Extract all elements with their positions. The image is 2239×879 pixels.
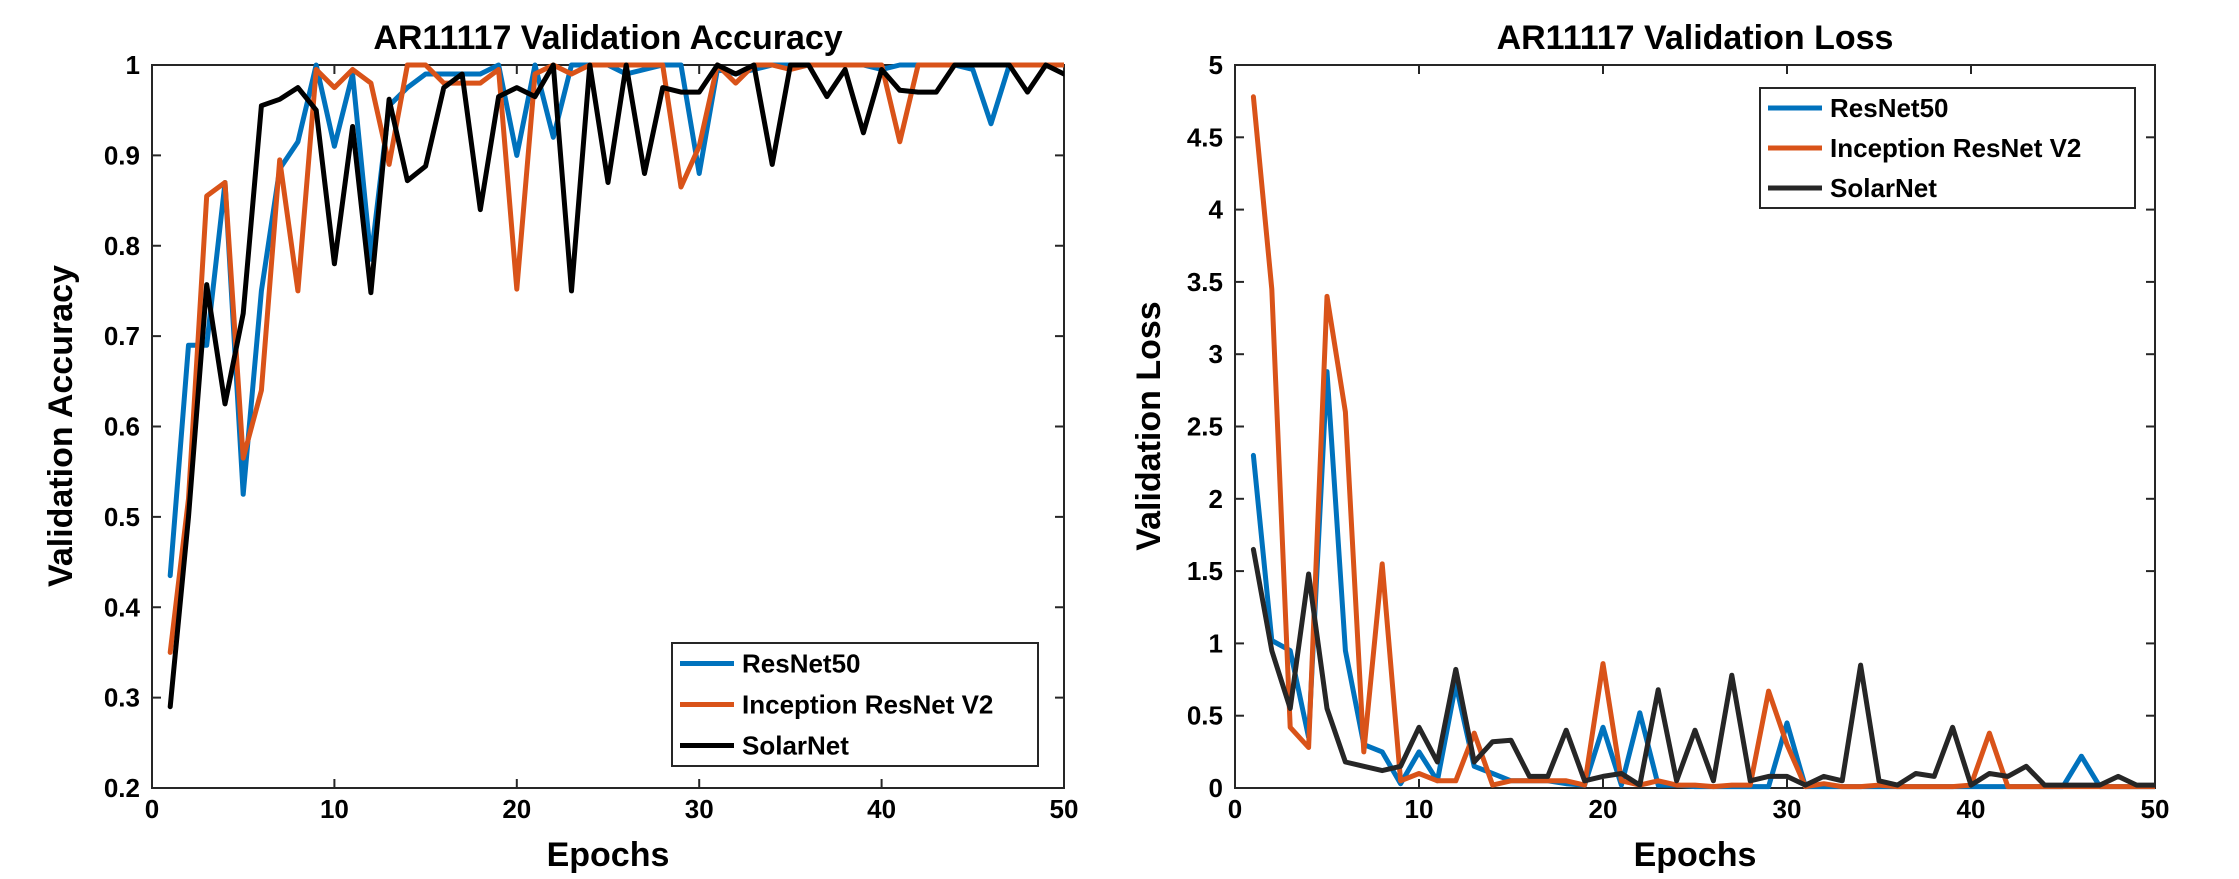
accuracy-chart: AR11117 Validation Accuracy 0 10 20 30 40 50 0.…	[42, 19, 1078, 874]
chart-0-xtick-label: 10	[320, 794, 349, 824]
chart-0-xtick-label: 30	[685, 794, 714, 824]
chart-1-ytick-label: 2.5	[1187, 412, 1223, 442]
chart-0-legend: ResNet50 Inception ResNet V2 SolarNet	[671, 642, 1039, 767]
chart-1-ytick-label: 5	[1209, 50, 1223, 80]
chart-1-ytick-label: 3	[1209, 339, 1223, 369]
chart-0-ytick-label: 0.2	[104, 773, 140, 803]
chart-1-ytick-label: 0.5	[1187, 701, 1223, 731]
chart-0-xtick-label: 0	[145, 794, 159, 824]
chart-1-xtick-label: 20	[1589, 794, 1618, 824]
chart-0-ytick-label: 0.6	[104, 412, 140, 442]
chart-0-ytick-label: 0.9	[104, 140, 140, 170]
chart-0-xtick-label: 40	[867, 794, 896, 824]
chart-1-legend-label: SolarNet	[1830, 173, 1937, 203]
chart-0-ytick-label: 0.3	[104, 683, 140, 713]
chart-1-ytick-label: 1	[1209, 628, 1223, 658]
chart-1-xtick-label: 40	[1957, 794, 1986, 824]
chart-1-xtick-label: 0	[1228, 794, 1242, 824]
chart-0-ytick-label: 0.4	[104, 592, 141, 622]
chart-0-ytick-label: 0.7	[104, 321, 140, 351]
chart-1-legend-label: Inception ResNet V2	[1830, 133, 2081, 163]
chart-0-xtick-label: 50	[1050, 794, 1079, 824]
chart-1-ylabel: Validation Loss	[1130, 301, 1168, 550]
chart-1-legend-label: ResNet50	[1830, 93, 1949, 123]
chart-1-title: AR11117 Validation Loss	[1497, 19, 1894, 57]
chart-1-ytick-label: 2	[1209, 484, 1223, 514]
chart-0-legend-label: ResNet50	[742, 649, 861, 679]
chart-0-xtick-label: 20	[502, 794, 531, 824]
chart-1-legend: ResNet50 Inception ResNet V2 SolarNet	[1759, 87, 2136, 209]
chart-0-title: AR11117 Validation Accuracy	[373, 19, 842, 57]
chart-1-xlabel: Epochs	[1634, 836, 1757, 874]
chart-1-xtick-label: 10	[1405, 794, 1434, 824]
chart-0-ytick-label: 0.8	[104, 231, 140, 261]
chart-0-series-inception-resnet-v2-line	[167, 62, 1064, 655]
chart-1-xtick-label: 30	[1773, 794, 1802, 824]
chart-1-ytick-label: 4.5	[1187, 122, 1223, 152]
chart-0-xlabel: Epochs	[547, 836, 670, 874]
chart-0-ylabel: Validation Accuracy	[42, 265, 80, 587]
chart-1-series-solarnet-line	[1250, 546, 2155, 788]
chart-1-xtick-label: 50	[2141, 794, 2170, 824]
chart-0-legend-label: Inception ResNet V2	[742, 690, 993, 720]
chart-0-series-solarnet-line	[167, 62, 1064, 710]
chart-1-ytick-label: 0	[1209, 773, 1223, 803]
chart-1-ytick-label: 3.5	[1187, 267, 1223, 297]
chart-0-legend-label: SolarNet	[742, 731, 849, 761]
chart-1-ytick-label: 1.5	[1187, 556, 1223, 586]
chart-1-legend-box	[1759, 87, 2136, 209]
chart-1-ytick-label: 4	[1209, 195, 1224, 225]
chart-0-ytick-label: 1	[126, 50, 140, 80]
loss-chart: AR11117 Validation Loss 0 10 20 30 40 50 0 0.5 1 1…	[1130, 19, 2169, 874]
chart-0-ytick-label: 0.5	[104, 502, 140, 532]
chart-0-series-resnet50-line	[167, 62, 1064, 579]
